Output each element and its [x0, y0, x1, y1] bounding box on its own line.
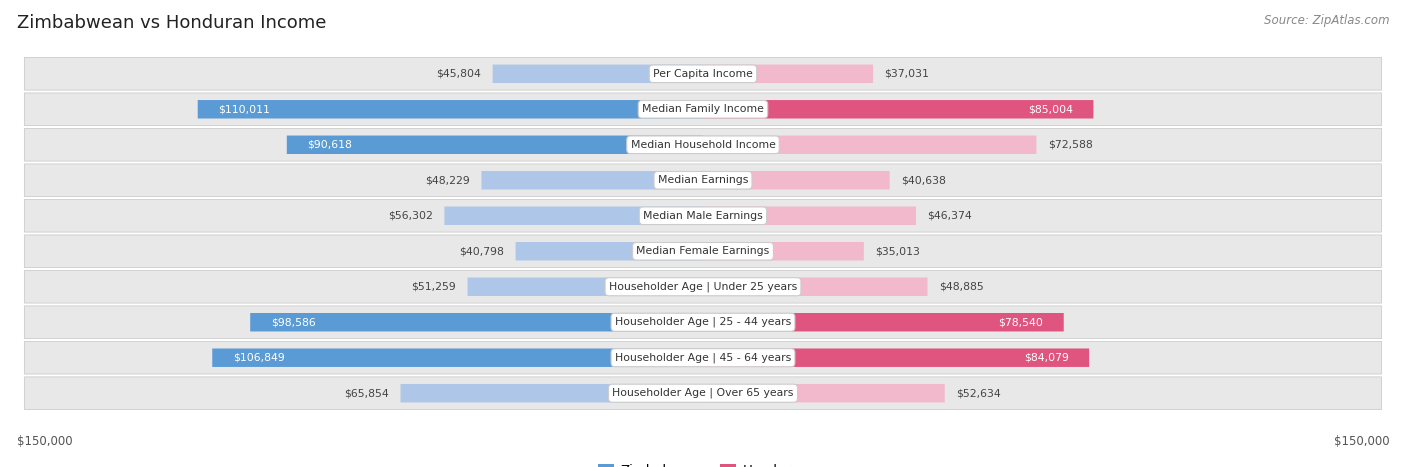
Text: Per Capita Income: Per Capita Income — [652, 69, 754, 79]
Text: $90,618: $90,618 — [308, 140, 353, 150]
FancyBboxPatch shape — [24, 306, 1382, 339]
Text: $110,011: $110,011 — [218, 104, 270, 114]
Text: $150,000: $150,000 — [17, 435, 73, 448]
FancyBboxPatch shape — [24, 93, 1382, 126]
FancyBboxPatch shape — [24, 377, 1382, 410]
Text: $150,000: $150,000 — [1333, 435, 1389, 448]
Text: $35,013: $35,013 — [876, 246, 920, 256]
FancyBboxPatch shape — [24, 57, 1382, 90]
FancyBboxPatch shape — [287, 135, 703, 154]
Text: $85,004: $85,004 — [1028, 104, 1073, 114]
FancyBboxPatch shape — [24, 270, 1382, 303]
FancyBboxPatch shape — [444, 206, 703, 225]
FancyBboxPatch shape — [703, 135, 1036, 154]
Text: Householder Age | Under 25 years: Householder Age | Under 25 years — [609, 282, 797, 292]
Text: $78,540: $78,540 — [998, 317, 1043, 327]
Text: $45,804: $45,804 — [436, 69, 481, 79]
Text: $52,634: $52,634 — [956, 388, 1001, 398]
Text: Median Male Earnings: Median Male Earnings — [643, 211, 763, 221]
FancyBboxPatch shape — [24, 199, 1382, 232]
FancyBboxPatch shape — [703, 348, 1090, 367]
FancyBboxPatch shape — [703, 206, 915, 225]
FancyBboxPatch shape — [703, 242, 863, 261]
Text: $48,885: $48,885 — [939, 282, 984, 292]
FancyBboxPatch shape — [516, 242, 703, 261]
FancyBboxPatch shape — [24, 235, 1382, 268]
FancyBboxPatch shape — [492, 64, 703, 83]
Text: $72,588: $72,588 — [1047, 140, 1092, 150]
Text: $84,079: $84,079 — [1024, 353, 1069, 363]
FancyBboxPatch shape — [703, 171, 890, 190]
Text: $46,374: $46,374 — [928, 211, 972, 221]
Text: Source: ZipAtlas.com: Source: ZipAtlas.com — [1264, 14, 1389, 27]
Text: $51,259: $51,259 — [412, 282, 456, 292]
FancyBboxPatch shape — [24, 128, 1382, 161]
Text: Median Family Income: Median Family Income — [643, 104, 763, 114]
Text: $56,302: $56,302 — [388, 211, 433, 221]
FancyBboxPatch shape — [212, 348, 703, 367]
Text: $40,638: $40,638 — [901, 175, 946, 185]
FancyBboxPatch shape — [401, 384, 703, 403]
FancyBboxPatch shape — [703, 100, 1094, 119]
FancyBboxPatch shape — [468, 277, 703, 296]
FancyBboxPatch shape — [703, 277, 928, 296]
Text: $98,586: $98,586 — [271, 317, 315, 327]
FancyBboxPatch shape — [703, 313, 1064, 332]
Text: Median Household Income: Median Household Income — [630, 140, 776, 150]
Text: Householder Age | 25 - 44 years: Householder Age | 25 - 44 years — [614, 317, 792, 327]
Text: $106,849: $106,849 — [233, 353, 284, 363]
Legend: Zimbabwean, Honduran: Zimbabwean, Honduran — [592, 459, 814, 467]
FancyBboxPatch shape — [24, 341, 1382, 374]
FancyBboxPatch shape — [250, 313, 703, 332]
Text: $40,798: $40,798 — [460, 246, 505, 256]
Text: Median Female Earnings: Median Female Earnings — [637, 246, 769, 256]
FancyBboxPatch shape — [703, 64, 873, 83]
Text: Householder Age | Over 65 years: Householder Age | Over 65 years — [612, 388, 794, 398]
Text: Zimbabwean vs Honduran Income: Zimbabwean vs Honduran Income — [17, 14, 326, 32]
FancyBboxPatch shape — [703, 384, 945, 403]
Text: Householder Age | 45 - 64 years: Householder Age | 45 - 64 years — [614, 353, 792, 363]
FancyBboxPatch shape — [481, 171, 703, 190]
Text: Median Earnings: Median Earnings — [658, 175, 748, 185]
Text: $65,854: $65,854 — [344, 388, 389, 398]
FancyBboxPatch shape — [24, 164, 1382, 197]
Text: $37,031: $37,031 — [884, 69, 929, 79]
FancyBboxPatch shape — [198, 100, 703, 119]
Text: $48,229: $48,229 — [425, 175, 470, 185]
